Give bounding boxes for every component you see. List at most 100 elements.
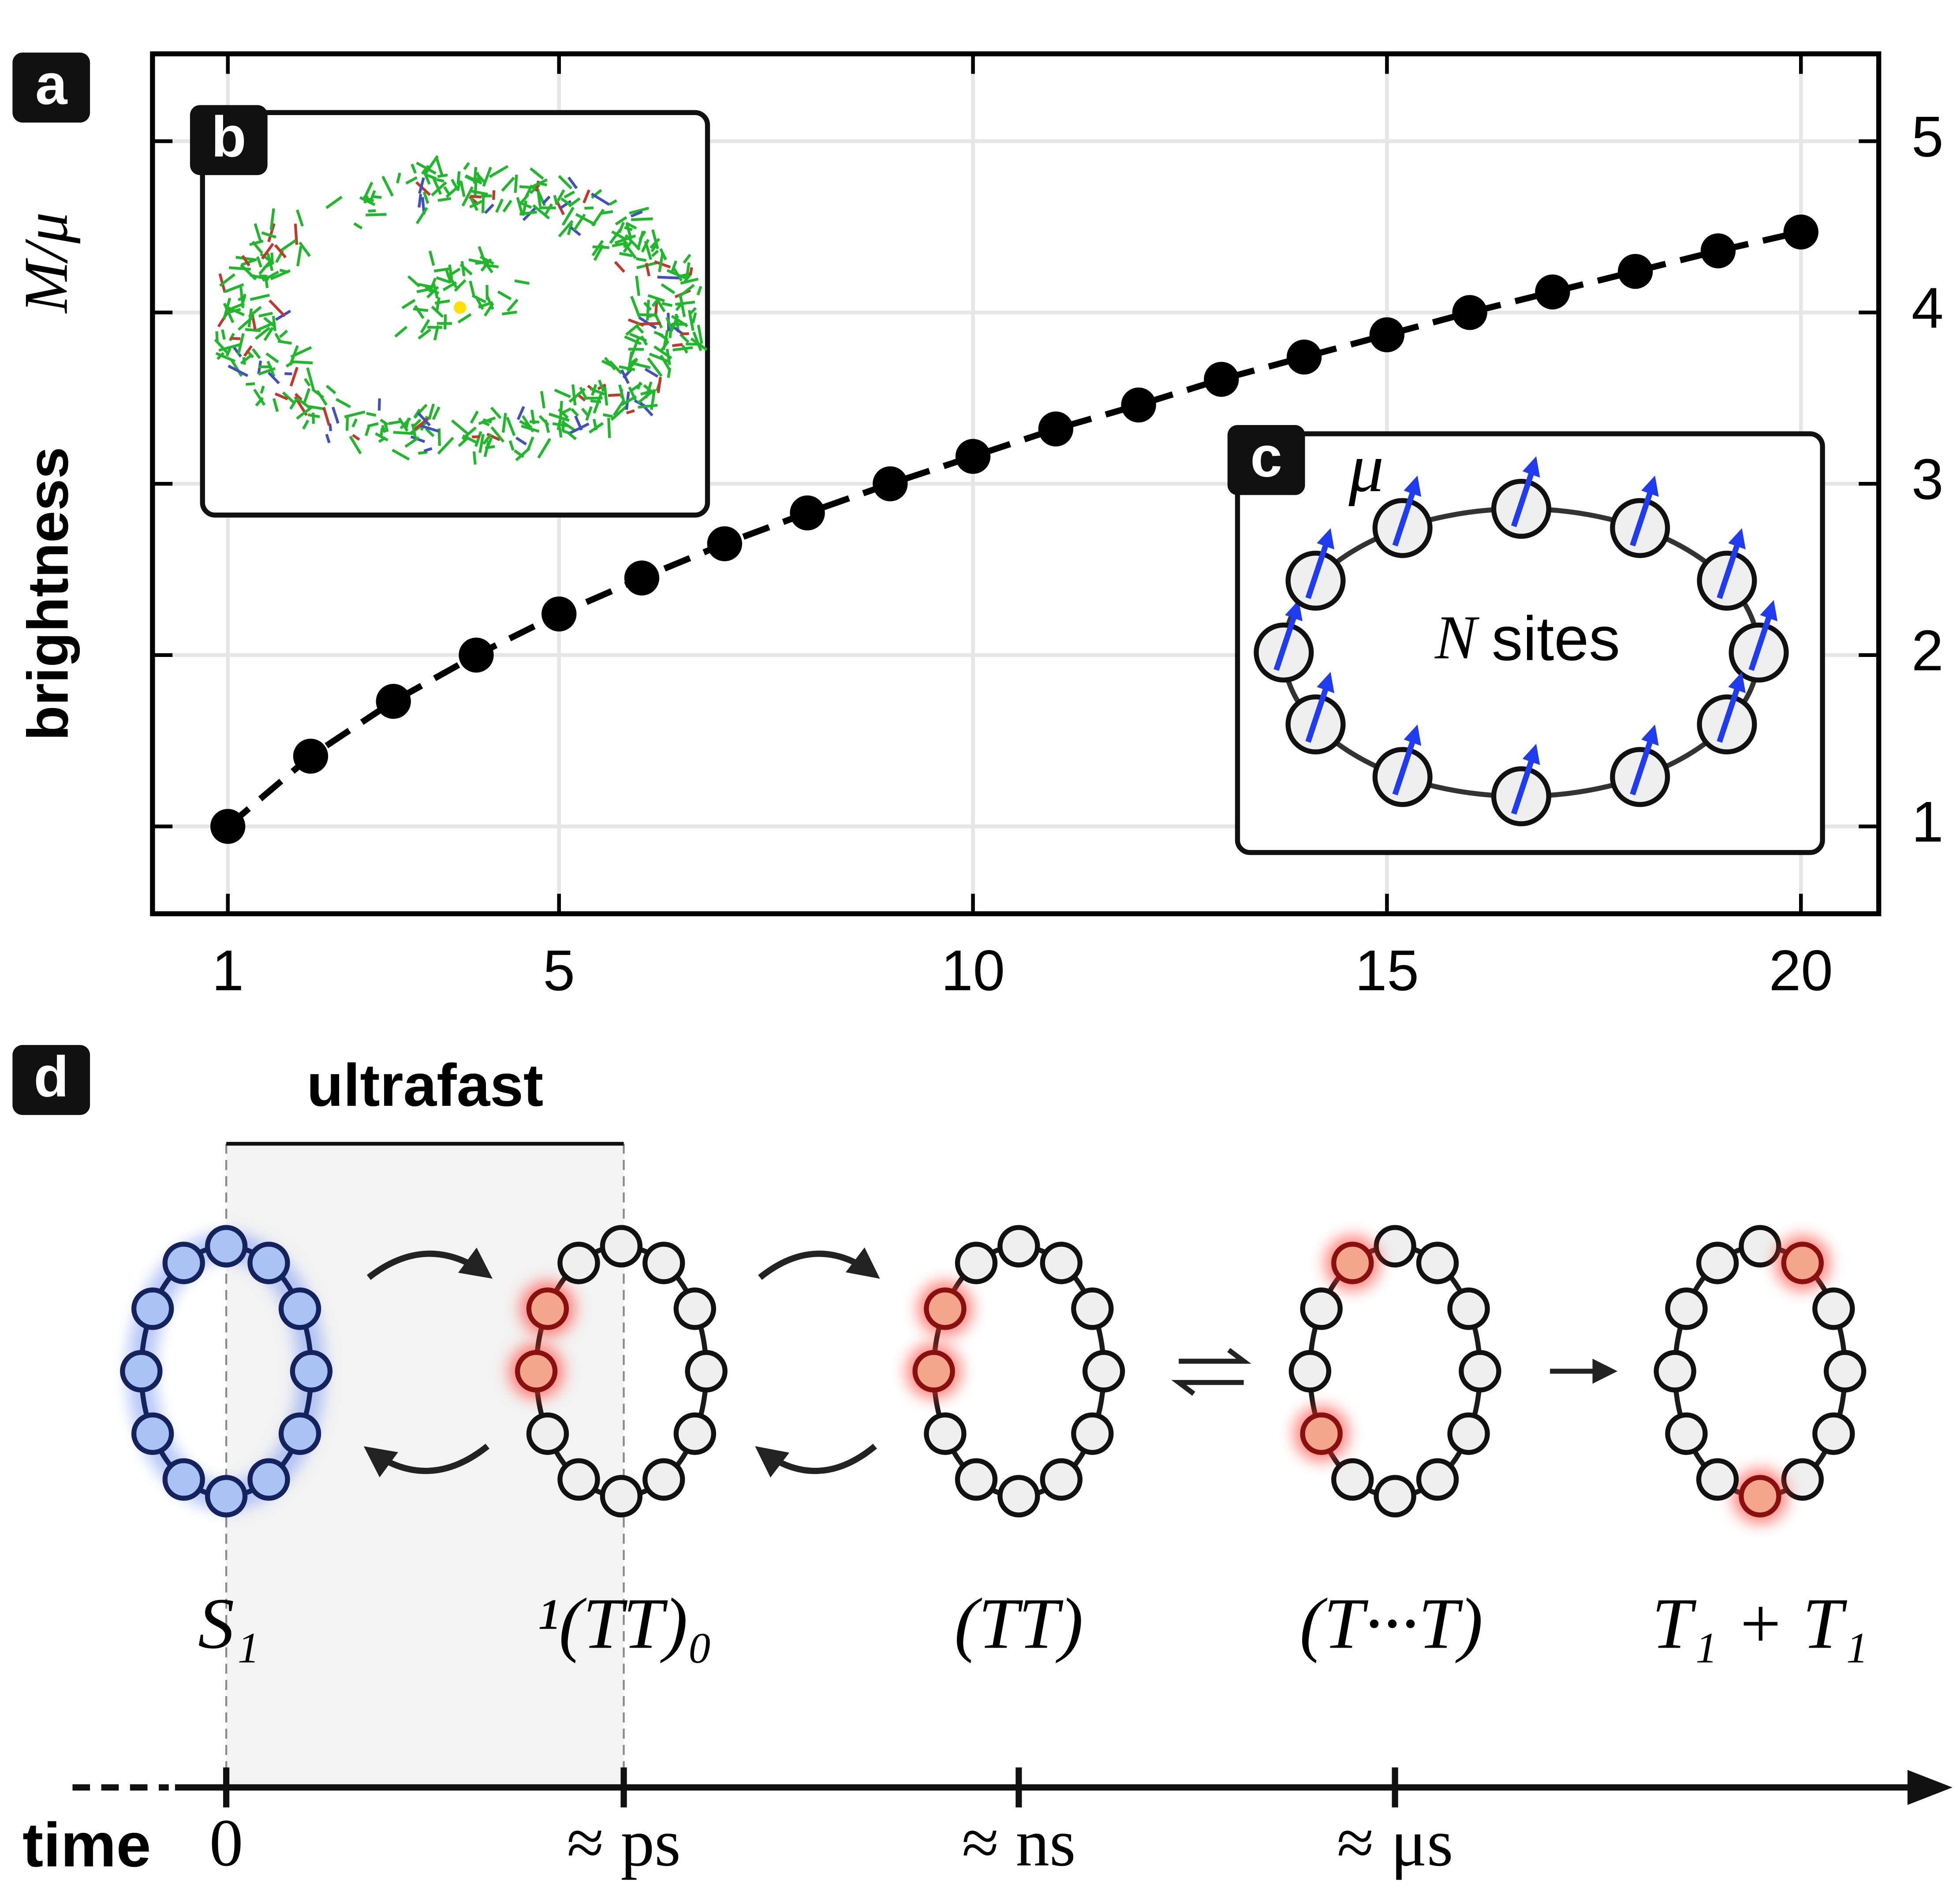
- bond: [273, 398, 279, 412]
- time-label: time: [22, 1810, 151, 1880]
- bond: [614, 261, 625, 273]
- panel-label: d: [34, 1044, 69, 1109]
- data-point: [1452, 295, 1487, 330]
- bond: [422, 191, 429, 204]
- bond: [680, 277, 699, 285]
- x-tick-label: 20: [1769, 938, 1833, 1003]
- bond: [609, 199, 617, 206]
- site: [1416, 1242, 1459, 1284]
- forward-arrow: [758, 1247, 880, 1280]
- bond: [248, 306, 262, 318]
- bond: [352, 434, 360, 441]
- bond: [618, 384, 626, 403]
- bond: [666, 269, 687, 280]
- state-label: S₁: [198, 1583, 259, 1664]
- bond: [651, 229, 659, 250]
- bond: [631, 217, 653, 221]
- dipole-arrow: [1392, 485, 1418, 547]
- dipole-arrow: [1717, 681, 1742, 743]
- bond: [274, 392, 288, 400]
- bond: [635, 257, 647, 262]
- bond: [381, 425, 386, 433]
- bond: [231, 302, 245, 310]
- bond: [625, 222, 637, 230]
- bond: [568, 197, 581, 208]
- bond: [269, 208, 275, 230]
- bond: [274, 244, 287, 258]
- bond: [461, 186, 474, 207]
- bond: [280, 239, 297, 252]
- sites-symbol: N: [1434, 603, 1480, 672]
- bond: [335, 398, 351, 408]
- bond: [568, 388, 586, 403]
- bond: [524, 184, 533, 199]
- bond: [405, 418, 410, 429]
- bond: [621, 395, 637, 406]
- bond: [540, 391, 545, 409]
- bond: [629, 332, 647, 342]
- bond: [592, 245, 609, 249]
- bond: [274, 332, 281, 342]
- bond: [219, 273, 236, 287]
- bond: [443, 186, 451, 196]
- bond: [344, 410, 366, 418]
- x-tick-label: 10: [941, 938, 1005, 1003]
- site: [515, 1350, 558, 1393]
- data-point: [293, 739, 329, 774]
- bond: [501, 176, 515, 192]
- bond: [392, 448, 410, 461]
- bond: [414, 305, 425, 319]
- dipole-arrow: [1305, 537, 1331, 599]
- bond: [258, 312, 273, 318]
- data-point: [541, 596, 577, 632]
- bond: [696, 286, 702, 296]
- site: [1781, 1458, 1824, 1501]
- bond: [373, 195, 382, 199]
- panel-label: a: [35, 52, 68, 116]
- bond: [411, 164, 417, 174]
- data-point: [873, 466, 908, 501]
- bond: [261, 231, 276, 239]
- bond: [658, 252, 664, 272]
- bond: [254, 326, 271, 340]
- bond: [459, 181, 466, 197]
- bond: [228, 365, 249, 377]
- bond: [544, 419, 550, 433]
- bond: [623, 240, 633, 253]
- bond: [472, 435, 480, 439]
- y-label: brightness: [16, 447, 80, 741]
- bond: [495, 198, 504, 213]
- bond: [258, 257, 274, 275]
- y-tick-label: 1: [1911, 790, 1944, 854]
- bond: [296, 397, 310, 409]
- data-point: [1286, 339, 1322, 375]
- site: [247, 1458, 290, 1501]
- site: [600, 1475, 643, 1518]
- bond: [620, 369, 630, 384]
- bond: [629, 206, 650, 215]
- bond: [423, 447, 433, 452]
- site: [1665, 1287, 1708, 1330]
- bond: [497, 290, 512, 301]
- bond: [411, 423, 417, 438]
- bond: [222, 298, 231, 320]
- bond: [651, 250, 659, 257]
- bond: [529, 167, 544, 180]
- dipole-arrow: [1630, 733, 1655, 796]
- bond: [609, 360, 623, 375]
- bond: [214, 339, 230, 355]
- bond: [415, 207, 428, 224]
- site: [1447, 1412, 1490, 1455]
- bond: [639, 401, 653, 417]
- bond: [472, 451, 477, 465]
- bond: [296, 246, 302, 267]
- bond: [482, 167, 492, 187]
- bond: [644, 240, 653, 260]
- bond: [532, 204, 550, 220]
- ultrafast-label: ultrafast: [306, 1052, 543, 1119]
- bond: [614, 234, 636, 245]
- bond: [415, 181, 431, 196]
- bond: [464, 175, 476, 183]
- bond: [243, 345, 253, 357]
- site: [1071, 1287, 1114, 1330]
